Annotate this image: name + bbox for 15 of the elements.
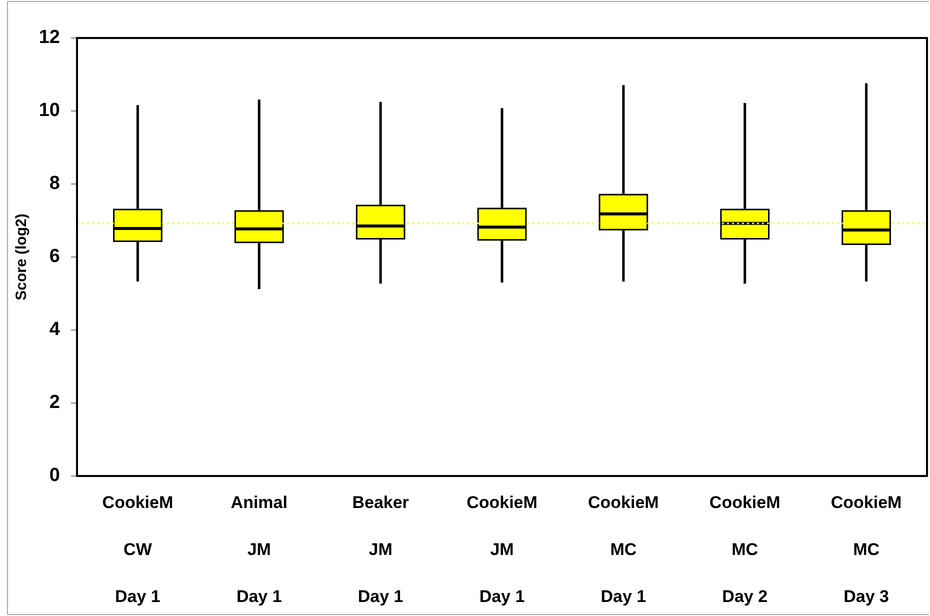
category-label: CookieM MC Day 3 [830, 493, 902, 606]
category-label: CookieM CW Day 1 [102, 493, 174, 606]
y-tick-label: 8 [49, 173, 60, 194]
y-tick-label: 2 [49, 392, 60, 414]
y-tick-label: 10 [38, 100, 60, 122]
y-tick-label: 12 [38, 27, 60, 48]
category-label: CookieM MC Day 2 [709, 493, 780, 606]
y-tick-label: 0 [49, 465, 60, 486]
y-axis-title: Score (log2) [13, 214, 30, 300]
y-tick-label: 4 [49, 319, 60, 340]
category-label: CookieM MC Day 1 [588, 493, 659, 606]
category-label: Beaker JM Day 1 [352, 493, 409, 606]
y-tick-label: 6 [49, 246, 60, 268]
category-label: CookieM JM Day 1 [466, 493, 538, 606]
category-label: Animal JM Day 1 [230, 493, 288, 606]
